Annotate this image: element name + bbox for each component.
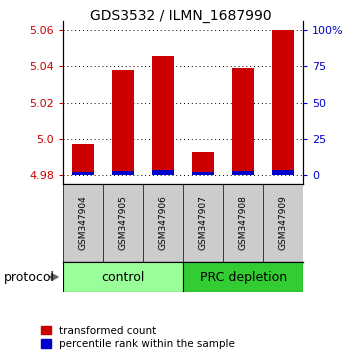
Text: GSM347908: GSM347908 [239,195,248,251]
Bar [232,68,254,175]
Bar [192,172,214,175]
Bar [152,56,174,175]
Bar [63,184,103,262]
Bar [112,70,134,175]
Bar [143,184,183,262]
Bar [152,170,174,175]
Legend: transformed count, percentile rank within the sample: transformed count, percentile rank withi… [41,326,235,349]
Text: PRC depletion: PRC depletion [200,270,287,284]
Text: GSM347907: GSM347907 [199,195,208,251]
Text: GSM347906: GSM347906 [159,195,168,251]
Text: GSM347909: GSM347909 [279,195,288,251]
Text: GSM347905: GSM347905 [119,195,128,251]
Bar [192,152,214,175]
Bar [223,184,263,262]
Bar [72,144,94,175]
Bar [272,170,294,175]
Text: GSM347904: GSM347904 [79,196,88,250]
Text: control: control [101,270,145,284]
Bar [263,184,303,262]
Bar [183,184,223,262]
Bar [183,262,303,292]
Bar [63,262,183,292]
Bar [72,172,94,175]
Bar [272,30,294,175]
Bar [112,171,134,175]
Bar [103,184,143,262]
Text: protocol: protocol [4,271,55,284]
Text: GDS3532 / ILMN_1687990: GDS3532 / ILMN_1687990 [90,9,271,23]
Bar [232,171,254,175]
